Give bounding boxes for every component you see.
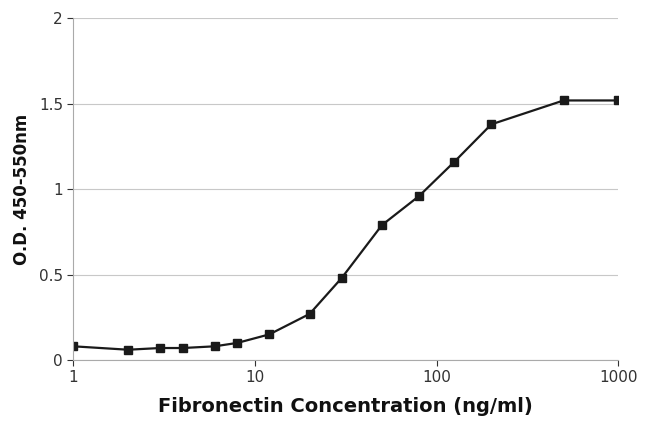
Y-axis label: O.D. 450-550nm: O.D. 450-550nm <box>12 113 31 265</box>
X-axis label: Fibronectin Concentration (ng/ml): Fibronectin Concentration (ng/ml) <box>159 396 533 416</box>
